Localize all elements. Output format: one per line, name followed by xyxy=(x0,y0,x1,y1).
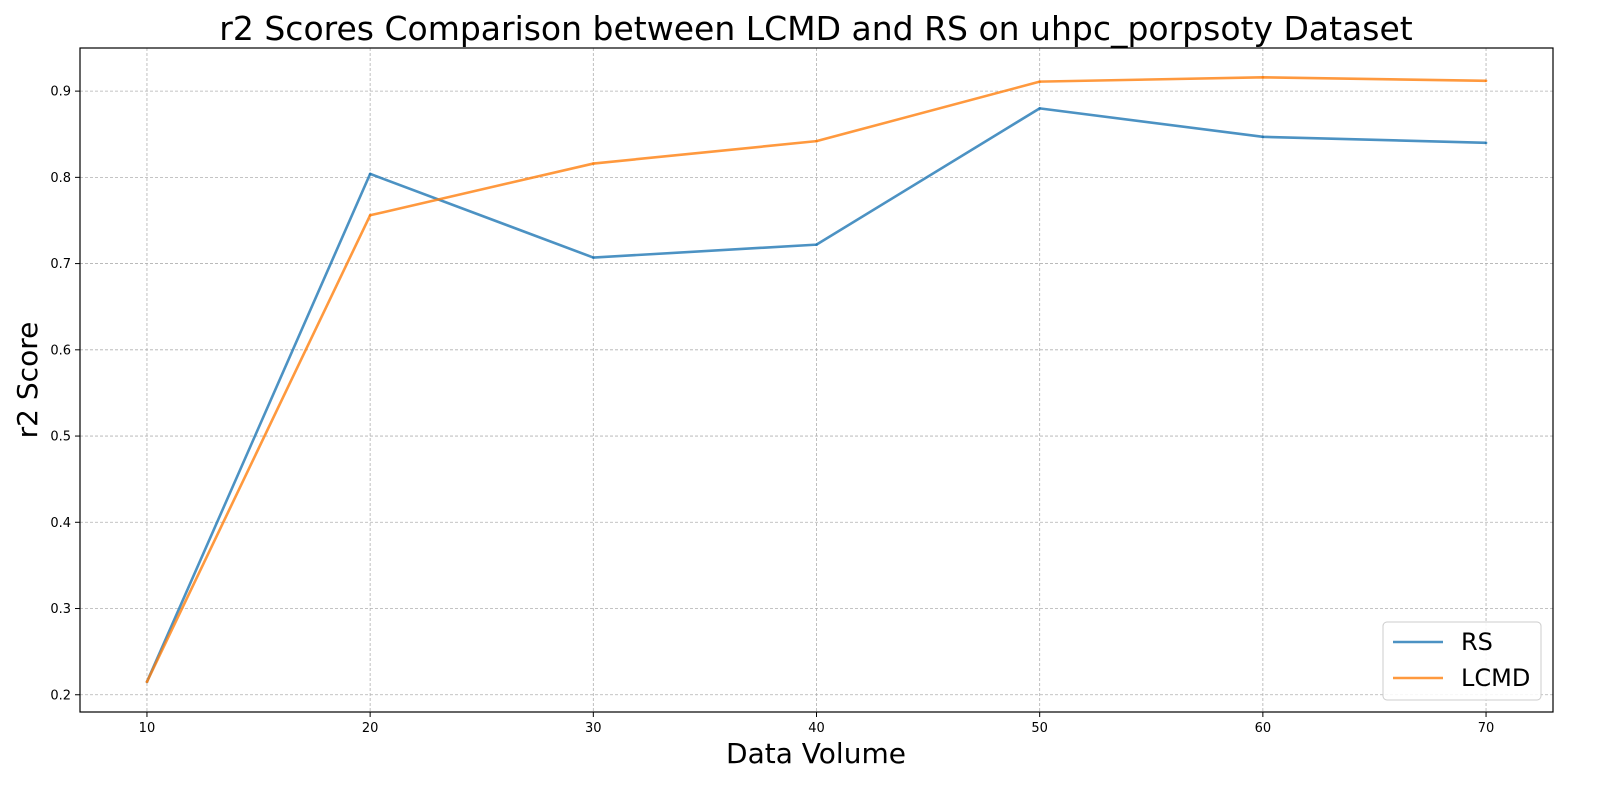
data-point-rs xyxy=(592,256,595,259)
data-point-lcmd xyxy=(368,213,372,217)
x-tick-label: 20 xyxy=(362,721,379,736)
y-tick-label: 0.4 xyxy=(50,516,71,531)
y-tick-label: 0.8 xyxy=(50,171,71,186)
y-tick-label: 0.7 xyxy=(50,257,71,272)
x-axis-label: Data Volume xyxy=(726,737,906,770)
data-point-rs xyxy=(815,243,818,246)
grid-lines xyxy=(80,48,1553,712)
x-tick-label: 60 xyxy=(1255,721,1272,736)
x-tick-label: 30 xyxy=(585,721,602,736)
chart-title: r2 Scores Comparison between LCMD and RS… xyxy=(219,9,1412,48)
x-tick-label: 50 xyxy=(1031,721,1048,736)
y-tick-label: 0.3 xyxy=(50,602,71,617)
y-axis-label: r2 Score xyxy=(11,322,44,439)
series-lines xyxy=(145,76,1488,684)
data-point-lcmd xyxy=(1261,76,1265,79)
y-axis-ticks: 0.2 0.3 0.4 0.5 0.6 0.7 0.8 0.9 xyxy=(50,85,80,703)
data-point-rs xyxy=(368,172,372,176)
data-point-lcmd xyxy=(592,162,595,165)
x-axis-ticks: 10 20 30 40 50 60 70 xyxy=(139,712,1495,736)
y-tick-label: 0.2 xyxy=(50,688,71,703)
legend-label-rs: RS xyxy=(1461,628,1493,656)
data-point-lcmd xyxy=(815,139,818,143)
data-point-lcmd xyxy=(1038,80,1041,83)
data-point-rs xyxy=(1038,107,1041,110)
x-tick-label: 40 xyxy=(808,721,825,736)
y-tick-label: 0.6 xyxy=(50,343,71,358)
y-tick-label: 0.9 xyxy=(50,85,71,100)
data-point-lcmd xyxy=(1484,79,1488,83)
x-tick-label: 70 xyxy=(1478,721,1495,736)
data-point-rs xyxy=(1261,135,1265,139)
x-tick-label: 10 xyxy=(139,721,156,736)
legend-label-lcmd: LCMD xyxy=(1461,664,1530,692)
y-tick-label: 0.5 xyxy=(50,430,71,445)
data-point-lcmd xyxy=(145,680,149,684)
legend: RS LCMD xyxy=(1382,621,1542,701)
data-point-rs xyxy=(1484,141,1488,145)
